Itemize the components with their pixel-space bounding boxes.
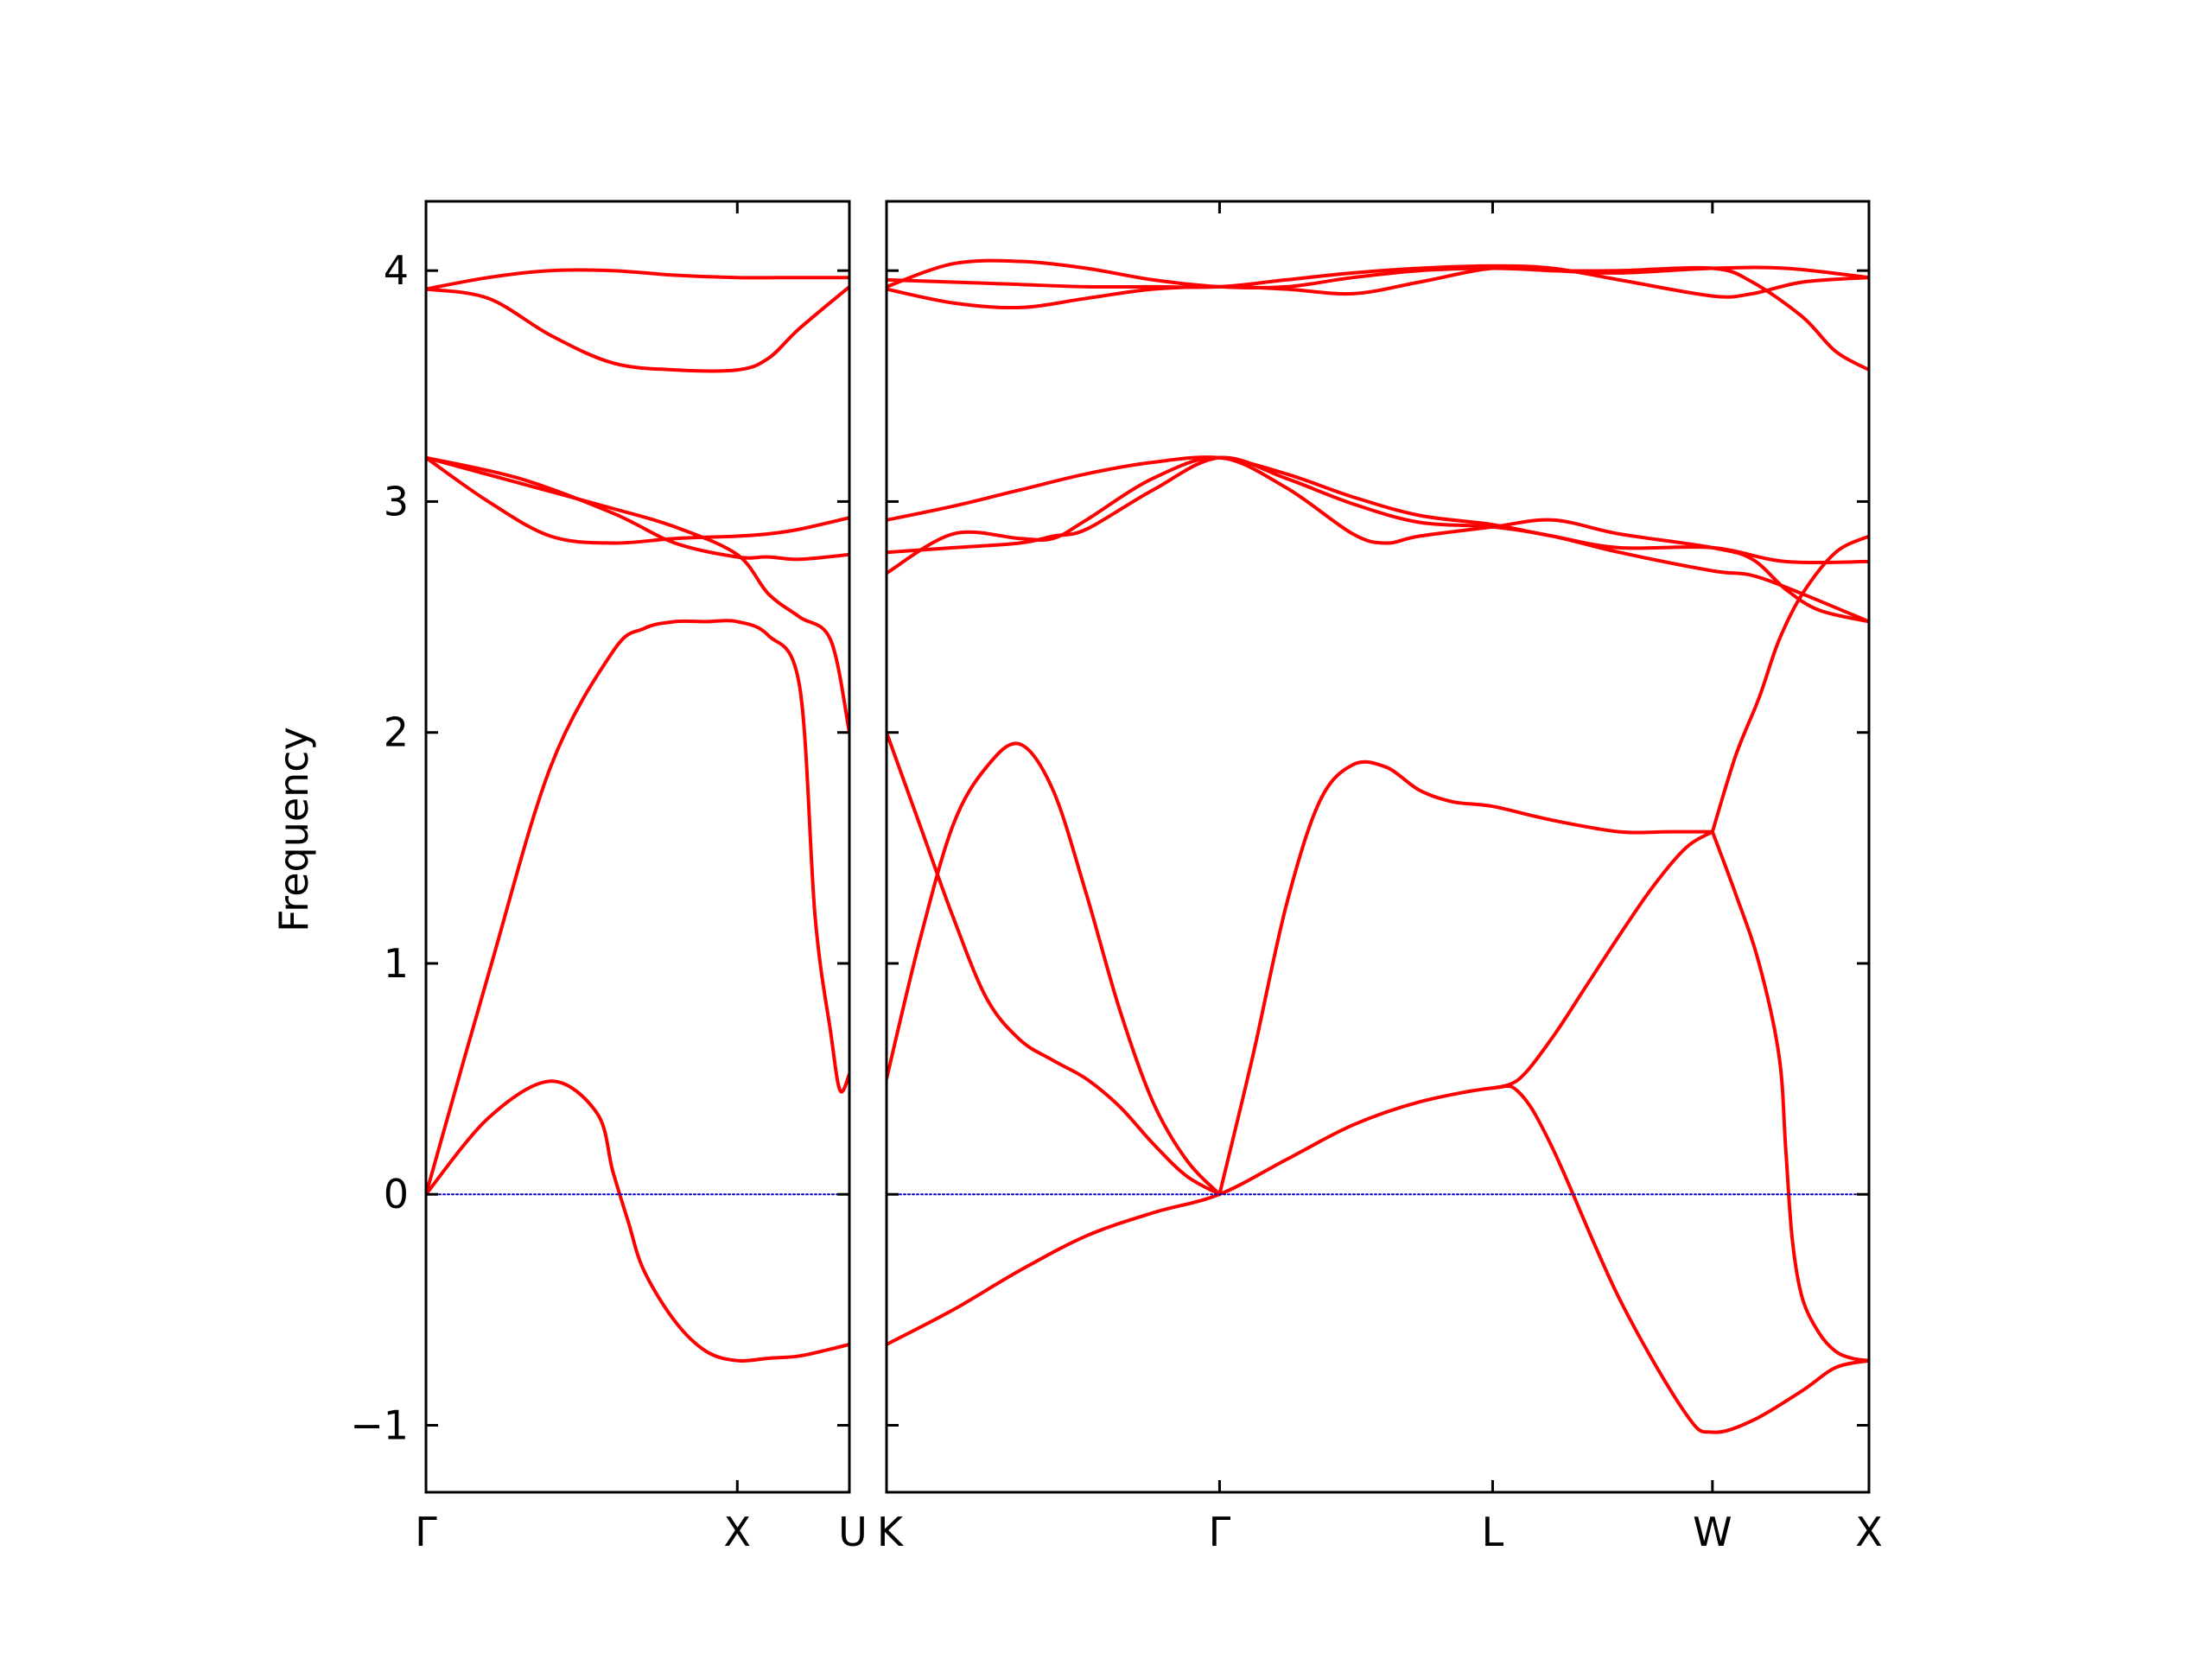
y-tick-label: 1 [384,940,409,987]
x-tick-label: X [724,1509,752,1555]
y-tick-label: 2 [384,709,409,756]
x-tick-label: Γ [1209,1509,1231,1555]
band-line-1 [426,1079,849,1363]
panel-frame [424,200,851,1494]
band-line-2 [887,741,1222,1197]
x-tick-label: K [877,1509,905,1555]
band-line-3 [426,455,849,562]
band-line-7 [1710,830,1869,1363]
band-line-4 [1217,760,1714,1197]
band-line-10 [887,455,1869,624]
panel-series-group [887,258,1869,1434]
band-line-7 [426,268,849,291]
x-tick-label: W [1693,1509,1732,1555]
band-line-6 [426,284,849,373]
band-line-2 [426,619,849,1197]
x-tick-label: U [838,1509,868,1555]
y-axis-label: Frequency [270,727,317,932]
y-tick-label: 4 [384,247,409,294]
panel-series-group [426,268,849,1363]
x-tick-label: Γ [415,1509,437,1555]
panel-frame [885,200,1871,1494]
band-line-1 [887,1084,1869,1434]
band-line-13 [887,264,1869,299]
band-line-4 [426,455,849,545]
x-tick-label: L [1482,1509,1504,1555]
x-tick-label: X [1855,1509,1883,1555]
y-tick-label: −1 [350,1402,409,1448]
band-line-12 [887,265,1869,372]
band-line-3 [887,730,1222,1197]
band-line-5 [426,455,849,734]
band-line-9 [887,455,1869,624]
panels-group: −1 0 1 2 3 4 Γ X U K Γ L W X [350,200,1883,1555]
band-line-6 [1710,534,1869,834]
y-tick-label: 0 [384,1171,409,1217]
band-line-5 [1491,830,1714,1090]
y-tick-label: 3 [384,478,409,524]
panel-1: −1 0 1 2 3 4 Γ X U [350,200,868,1555]
